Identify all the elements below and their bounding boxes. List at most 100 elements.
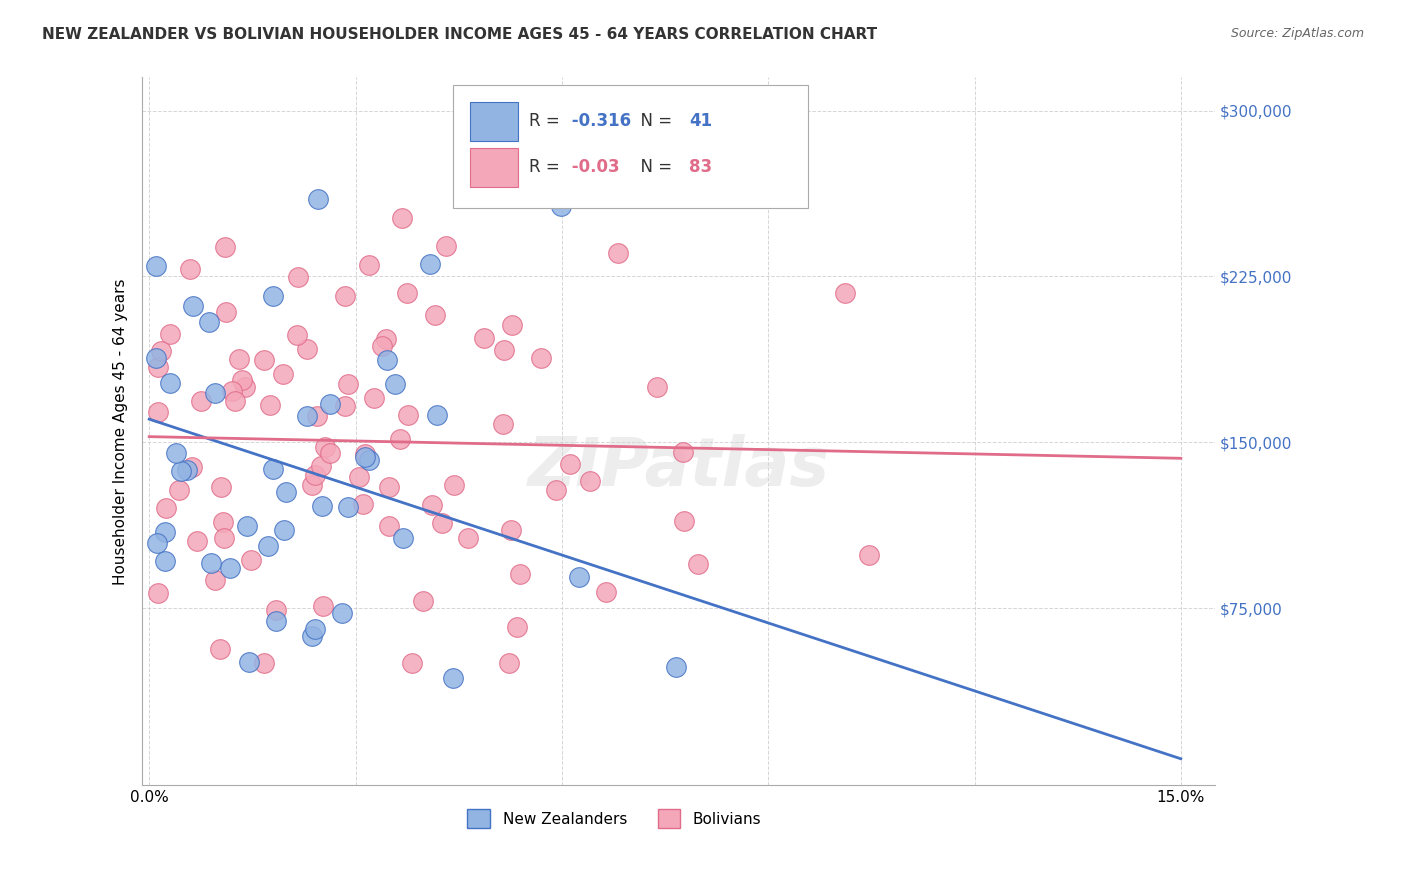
Text: N =: N = [630, 158, 678, 177]
Point [262, 289, 284, 303]
Point [426, 408, 449, 422]
Point [181, 299, 204, 313]
Point [330, 606, 353, 620]
Legend: New Zealanders, Bolivians: New Zealanders, Bolivians [461, 803, 768, 834]
Point [148, 360, 170, 375]
Point [271, 367, 294, 381]
Point [253, 657, 276, 671]
Point [509, 567, 531, 582]
Text: 41: 41 [689, 112, 713, 130]
Point [145, 259, 167, 273]
Text: 83: 83 [689, 158, 713, 177]
Point [578, 475, 600, 489]
Point [145, 351, 167, 365]
Text: N =: N = [630, 112, 678, 130]
Point [273, 523, 295, 537]
Point [236, 518, 259, 533]
Point [388, 433, 411, 447]
Point [834, 285, 856, 300]
Point [215, 305, 238, 319]
Point [607, 245, 630, 260]
Point [231, 373, 253, 387]
Point [179, 262, 201, 277]
Point [304, 622, 326, 636]
Point [396, 408, 419, 422]
Point [165, 446, 187, 460]
Point [221, 384, 243, 398]
Point [180, 459, 202, 474]
Point [501, 523, 523, 537]
Point [238, 655, 260, 669]
Point [336, 376, 359, 391]
Point [214, 531, 236, 545]
Point [501, 318, 523, 332]
Text: NEW ZEALANDER VS BOLIVIAN HOUSEHOLDER INCOME AGES 45 - 64 YEARS CORRELATION CHAR: NEW ZEALANDER VS BOLIVIAN HOUSEHOLDER IN… [42, 27, 877, 42]
Point [506, 620, 529, 634]
Point [419, 256, 441, 270]
Point [494, 343, 516, 357]
Point [146, 536, 169, 550]
Point [391, 211, 413, 225]
Point [422, 498, 444, 512]
Point [301, 629, 323, 643]
Point [686, 557, 709, 571]
Point [392, 531, 415, 545]
Point [314, 440, 336, 454]
Point [335, 288, 357, 302]
Point [492, 417, 515, 431]
Point [359, 453, 381, 467]
Point [197, 315, 219, 329]
Point [546, 483, 568, 497]
Point [153, 554, 176, 568]
Point [354, 447, 377, 461]
Point [363, 392, 385, 406]
Point [287, 269, 309, 284]
Point [595, 584, 617, 599]
Point [176, 463, 198, 477]
Point [239, 553, 262, 567]
Point [307, 192, 329, 206]
Point [430, 516, 453, 530]
Point [371, 339, 394, 353]
Point [167, 483, 190, 497]
Point [318, 445, 340, 459]
Text: Source: ZipAtlas.com: Source: ZipAtlas.com [1230, 27, 1364, 40]
Point [301, 478, 323, 492]
Point [311, 500, 333, 514]
Point [146, 405, 169, 419]
Text: -0.316: -0.316 [567, 112, 631, 130]
Point [357, 258, 380, 272]
Point [285, 328, 308, 343]
Point [443, 478, 465, 492]
Point [352, 497, 374, 511]
Point [425, 308, 447, 322]
Point [148, 586, 170, 600]
Point [204, 385, 226, 400]
Bar [470, 148, 517, 187]
Point [305, 409, 328, 424]
Point [378, 519, 401, 533]
Point [295, 409, 318, 423]
Text: -0.03: -0.03 [567, 158, 620, 177]
Point [375, 352, 398, 367]
Point [159, 376, 181, 390]
Point [319, 397, 342, 411]
Point [253, 352, 276, 367]
Point [224, 394, 246, 409]
Text: ZIPatlas: ZIPatlas [527, 434, 830, 500]
Point [353, 450, 375, 464]
Point [396, 285, 419, 300]
Point [257, 539, 280, 553]
Point [335, 399, 357, 413]
Point [170, 465, 193, 479]
Point [214, 240, 236, 254]
Point [375, 332, 398, 346]
Point [295, 343, 318, 357]
Point [211, 515, 233, 529]
Point [262, 462, 284, 476]
Point [155, 524, 177, 539]
Point [498, 657, 520, 671]
Bar [470, 103, 517, 141]
Point [568, 570, 591, 584]
Point [337, 500, 360, 515]
